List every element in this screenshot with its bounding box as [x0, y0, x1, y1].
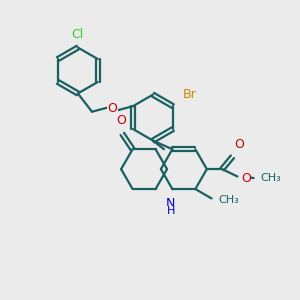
- Text: Br: Br: [183, 88, 197, 101]
- Text: CH₃: CH₃: [218, 195, 239, 205]
- Text: CH₃: CH₃: [260, 173, 281, 183]
- Text: O: O: [234, 139, 244, 152]
- Text: O: O: [108, 102, 118, 116]
- Text: H: H: [167, 206, 175, 216]
- Text: O: O: [241, 172, 251, 185]
- Text: O: O: [116, 115, 126, 128]
- Text: N: N: [166, 197, 176, 210]
- Text: Cl: Cl: [72, 28, 84, 41]
